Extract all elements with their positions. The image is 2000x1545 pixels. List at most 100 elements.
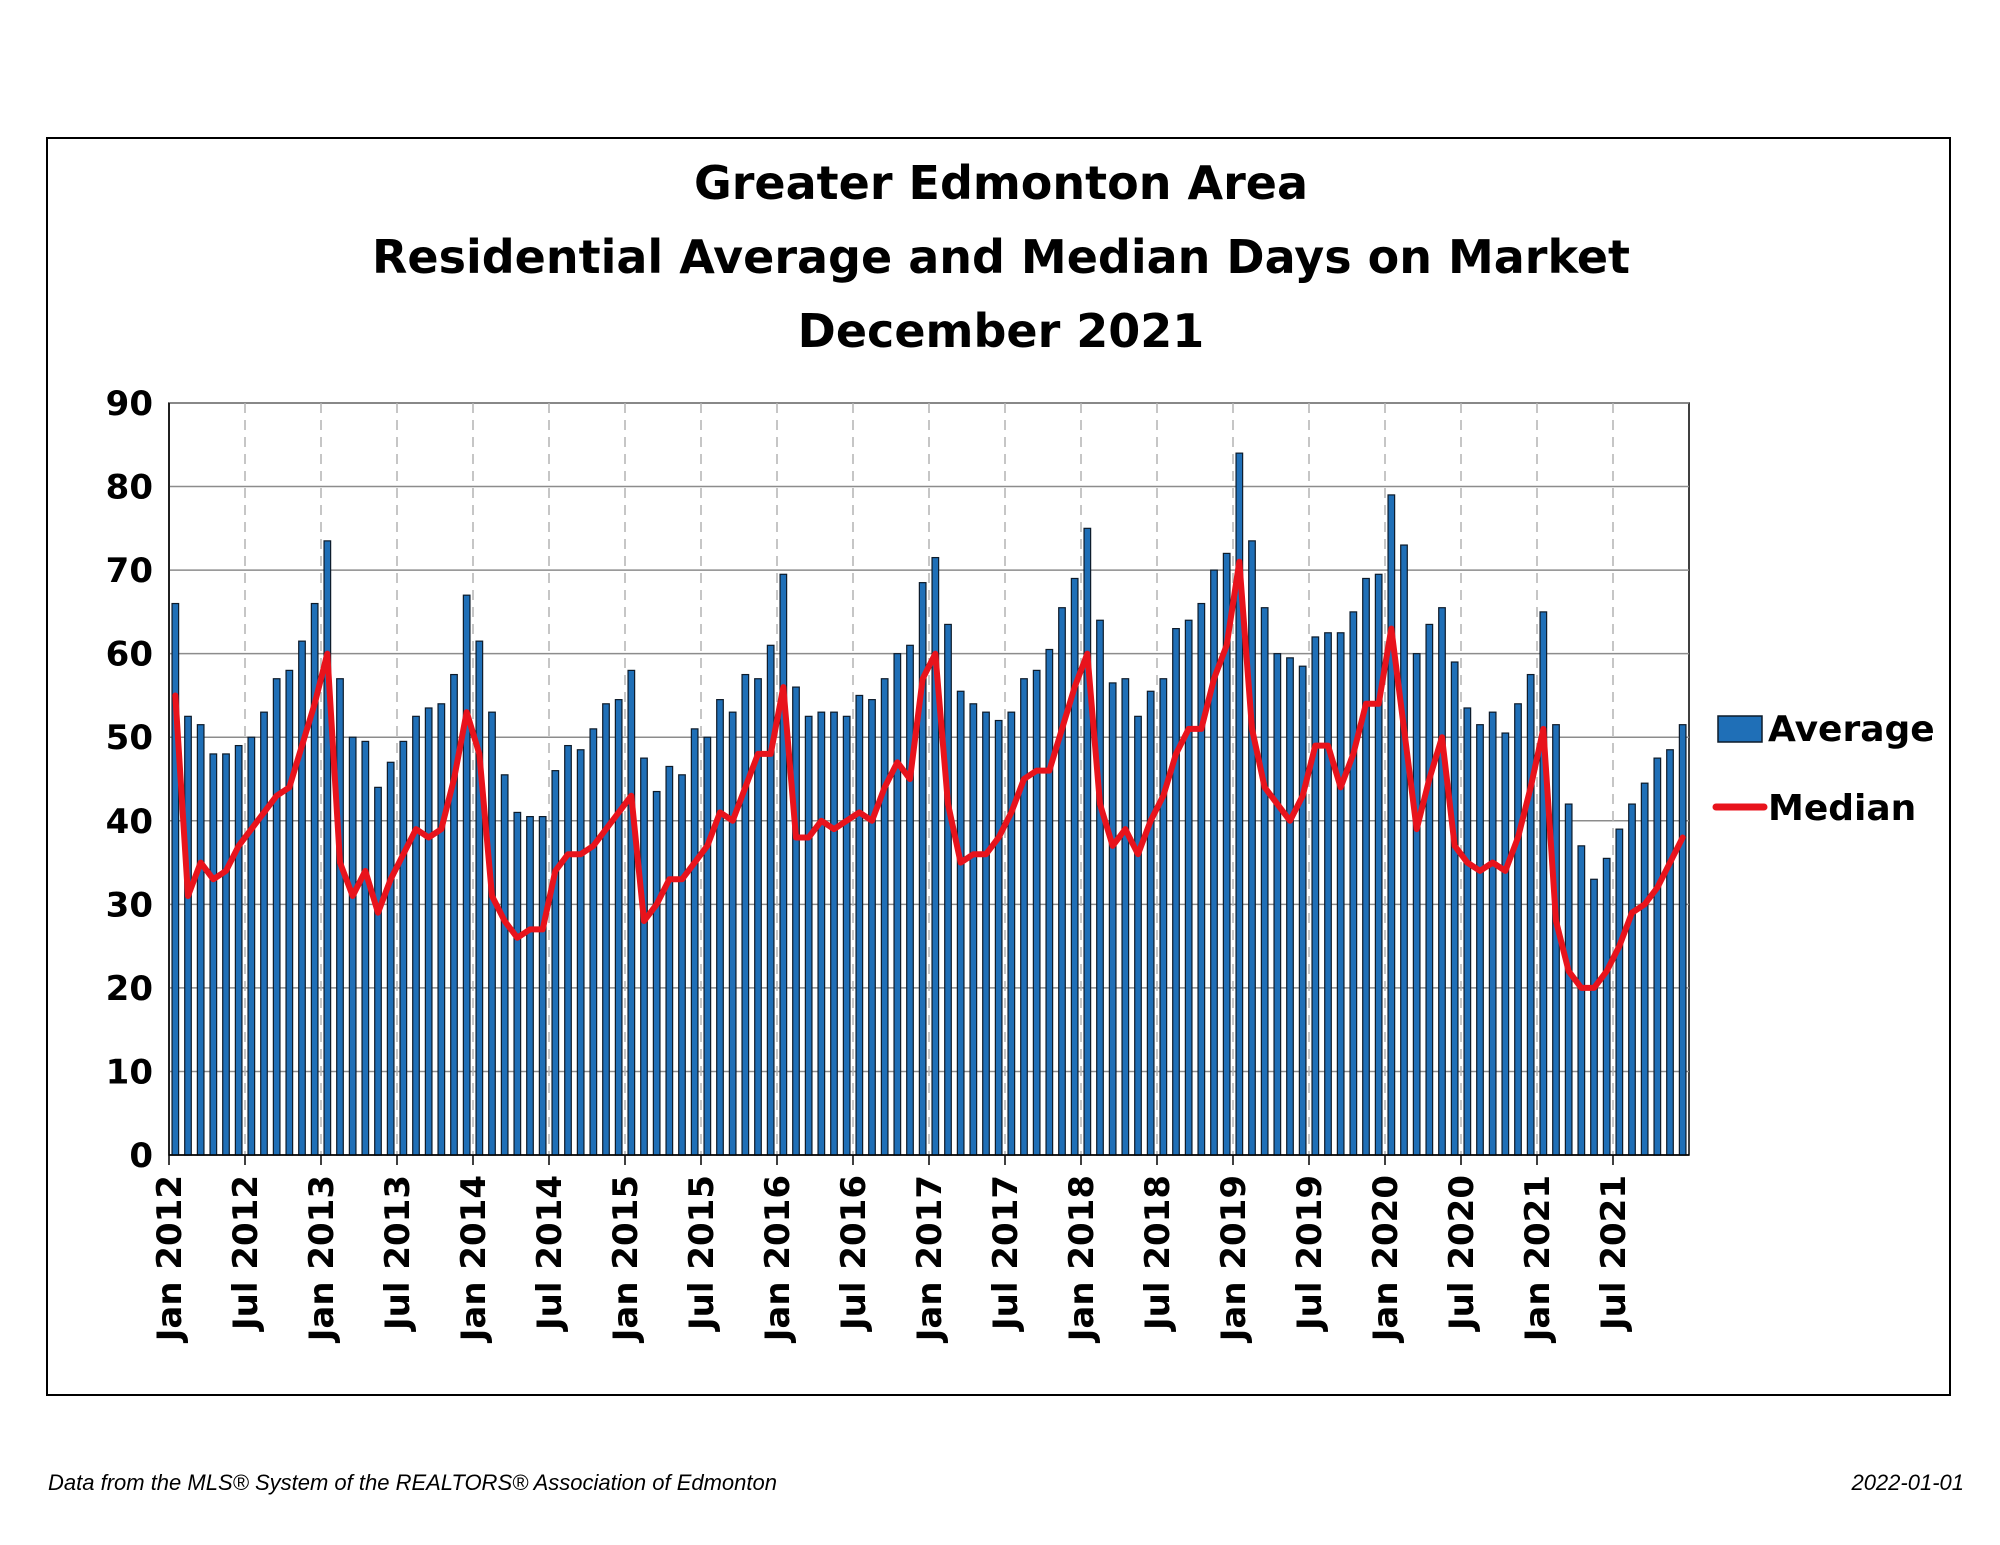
bar-average [652, 790, 661, 1156]
x-tick-label: Jan 2019 [1214, 1175, 1254, 1343]
y-tick-label: 50 [106, 718, 153, 758]
bar-average [830, 711, 838, 1156]
chart-title: Greater Edmonton Area Residential Averag… [372, 156, 1630, 358]
bar-average [1159, 678, 1168, 1156]
bar-average [1425, 623, 1434, 1156]
legend-average-label: Average [1768, 709, 1935, 750]
bar-average [513, 811, 522, 1156]
bar-average [1488, 711, 1497, 1156]
bar-average [754, 678, 762, 1156]
bar-average [1387, 494, 1396, 1156]
x-tick-label: Jul 2015 [682, 1175, 722, 1332]
bar-average [348, 736, 357, 1156]
y-tick-label: 90 [106, 384, 153, 424]
y-tick-label: 10 [106, 1052, 153, 1092]
bar-average [374, 786, 382, 1156]
bar-average [1197, 602, 1206, 1156]
x-tick-label: Jan 2015 [606, 1175, 646, 1343]
x-tick-label: Jul 2018 [1138, 1175, 1178, 1332]
bar-average [564, 744, 572, 1156]
bar-average [1184, 619, 1193, 1156]
bar-average [1286, 657, 1294, 1156]
bar-average [766, 644, 775, 1156]
chart-svg: Greater Edmonton Area Residential Averag… [106, 156, 1935, 1343]
bar-average [285, 669, 294, 1156]
bar-average [1666, 749, 1674, 1156]
chart-frame: Greater Edmonton Area Residential Averag… [46, 137, 1951, 1396]
bar-average [1096, 619, 1104, 1156]
bar-average [1070, 577, 1079, 1156]
x-tick-label: Jul 2013 [378, 1175, 418, 1332]
x-tick-label: Jan 2013 [302, 1175, 342, 1343]
bar-average [196, 724, 205, 1156]
bar-average [1210, 569, 1218, 1156]
y-tick-label: 80 [106, 468, 153, 508]
bar-average [1146, 690, 1155, 1156]
bar-average [1311, 636, 1320, 1156]
bar-average [1260, 607, 1269, 1156]
bar-average [526, 815, 534, 1156]
bar-average [678, 774, 686, 1156]
bar-average [462, 594, 471, 1156]
bar-average [247, 736, 256, 1156]
bar-average [1476, 724, 1484, 1156]
bar-average [1539, 611, 1548, 1156]
legend: Average Median [1712, 709, 1935, 829]
bar-average [804, 715, 813, 1156]
y-tick-label: 70 [106, 551, 153, 591]
bar-average [1501, 732, 1510, 1156]
bar-average [716, 699, 724, 1156]
legend-average-swatch [1717, 715, 1763, 743]
bar-average [1134, 715, 1142, 1156]
bar-average [412, 715, 420, 1156]
x-tick-label: Jul 2016 [834, 1175, 874, 1332]
chart-title-line-3: December 2021 [798, 304, 1205, 358]
bar-average [1400, 544, 1408, 1156]
line-median [172, 558, 1686, 991]
bar-average [336, 678, 344, 1156]
x-tick-label: Jan 2012 [150, 1175, 190, 1343]
chart-title-line-2: Residential Average and Median Days on M… [372, 230, 1630, 284]
bar-average [1273, 653, 1282, 1156]
bar-average [602, 703, 610, 1156]
bar-average [728, 711, 737, 1156]
bar-average [931, 556, 940, 1156]
bar-average [323, 540, 332, 1156]
bar-average [1020, 678, 1028, 1156]
bar-average [855, 694, 864, 1156]
bar-average [1336, 632, 1345, 1156]
bar-average [1628, 803, 1636, 1156]
bar-average [1615, 828, 1624, 1156]
bar-average [1298, 665, 1307, 1156]
bar-average [500, 774, 509, 1156]
bar-average [1438, 607, 1446, 1156]
bar-average [1083, 527, 1092, 1156]
bar-average [399, 740, 408, 1156]
bar-average [576, 749, 585, 1156]
bar-average [703, 736, 712, 1156]
x-tick-label: Jul 2019 [1290, 1175, 1330, 1332]
bar-average [640, 757, 648, 1156]
x-tick-label: Jul 2012 [226, 1175, 266, 1332]
bar-average [538, 815, 547, 1156]
bar-average [171, 602, 180, 1156]
footer-source-note: Data from the MLS® System of the REALTOR… [48, 1470, 777, 1495]
bar-average [551, 770, 560, 1156]
bar-average [690, 728, 699, 1156]
bar-average [1349, 611, 1358, 1156]
bar-average [665, 765, 674, 1156]
bar-average [450, 673, 458, 1156]
y-tick-label: 60 [106, 635, 153, 675]
bar-average [1058, 607, 1066, 1156]
bar-average [982, 711, 990, 1156]
bar-average [1564, 803, 1573, 1156]
x-tick-label: Jan 2018 [1062, 1175, 1102, 1343]
x-tick-label: Jan 2016 [758, 1175, 798, 1343]
x-tick-label: Jan 2020 [1366, 1175, 1406, 1343]
bar-average [614, 699, 623, 1156]
bar-average [488, 711, 496, 1156]
bar-average [1463, 707, 1472, 1156]
bar-average [779, 573, 788, 1156]
bar-average [1514, 703, 1522, 1156]
bar-average [1108, 682, 1117, 1156]
